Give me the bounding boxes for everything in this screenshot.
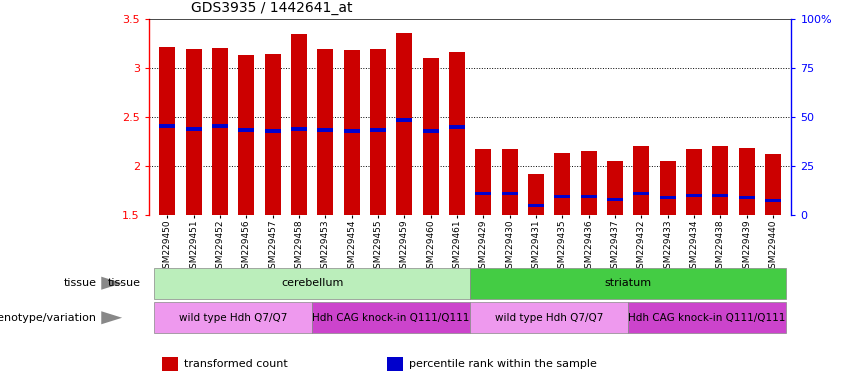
Bar xyxy=(712,147,728,215)
Bar xyxy=(476,149,491,215)
Bar xyxy=(712,194,728,197)
Bar xyxy=(739,196,755,199)
Bar xyxy=(186,127,202,131)
Bar xyxy=(449,125,465,129)
Bar xyxy=(397,118,412,122)
Bar xyxy=(660,161,676,215)
Bar xyxy=(502,149,517,215)
Bar xyxy=(580,151,597,215)
Bar xyxy=(765,199,781,202)
FancyBboxPatch shape xyxy=(471,268,786,299)
Bar xyxy=(528,174,544,215)
Bar xyxy=(159,124,175,127)
Bar xyxy=(660,196,676,199)
Bar xyxy=(291,127,307,131)
Polygon shape xyxy=(101,311,123,324)
Bar xyxy=(580,195,597,198)
Bar xyxy=(162,357,178,371)
Text: percentile rank within the sample: percentile rank within the sample xyxy=(409,359,597,369)
Bar xyxy=(397,33,412,215)
Bar xyxy=(686,149,702,215)
Bar xyxy=(386,357,403,371)
Text: tissue: tissue xyxy=(107,278,140,288)
Text: striatum: striatum xyxy=(604,278,652,288)
FancyBboxPatch shape xyxy=(312,302,471,333)
Bar xyxy=(528,204,544,207)
Bar xyxy=(265,129,281,132)
Bar xyxy=(370,128,386,132)
Bar xyxy=(212,48,228,215)
Bar xyxy=(423,58,438,215)
Bar xyxy=(739,149,755,215)
Bar xyxy=(607,161,623,215)
Text: GDS3935 / 1442641_at: GDS3935 / 1442641_at xyxy=(191,2,353,15)
FancyBboxPatch shape xyxy=(154,302,312,333)
Bar xyxy=(238,55,254,215)
Bar xyxy=(765,154,781,215)
FancyBboxPatch shape xyxy=(154,268,471,299)
Bar xyxy=(344,129,360,132)
Bar xyxy=(186,49,202,215)
Bar xyxy=(555,195,570,198)
Text: wild type Hdh Q7/Q7: wild type Hdh Q7/Q7 xyxy=(179,313,288,323)
FancyBboxPatch shape xyxy=(471,302,628,333)
FancyBboxPatch shape xyxy=(628,302,786,333)
Bar xyxy=(423,129,438,132)
Text: genotype/variation: genotype/variation xyxy=(0,313,97,323)
Text: transformed count: transformed count xyxy=(185,359,288,369)
Bar xyxy=(476,192,491,195)
Text: wild type Hdh Q7/Q7: wild type Hdh Q7/Q7 xyxy=(495,313,603,323)
Text: tissue: tissue xyxy=(64,278,97,288)
Bar xyxy=(633,147,649,215)
Bar xyxy=(502,192,517,195)
Text: Hdh CAG knock-in Q111/Q111: Hdh CAG knock-in Q111/Q111 xyxy=(312,313,470,323)
Bar xyxy=(555,153,570,215)
Text: cerebellum: cerebellum xyxy=(281,278,343,288)
Text: Hdh CAG knock-in Q111/Q111: Hdh CAG knock-in Q111/Q111 xyxy=(629,313,785,323)
Bar xyxy=(370,49,386,215)
Bar xyxy=(607,198,623,201)
Bar xyxy=(317,49,334,215)
Bar xyxy=(212,124,228,127)
Bar xyxy=(633,192,649,195)
Bar xyxy=(265,55,281,215)
Bar xyxy=(317,128,334,132)
Bar xyxy=(159,46,175,215)
Bar xyxy=(291,34,307,215)
Bar xyxy=(686,194,702,197)
Polygon shape xyxy=(101,276,123,290)
Bar xyxy=(344,50,360,215)
Bar xyxy=(449,51,465,215)
Bar xyxy=(238,128,254,132)
